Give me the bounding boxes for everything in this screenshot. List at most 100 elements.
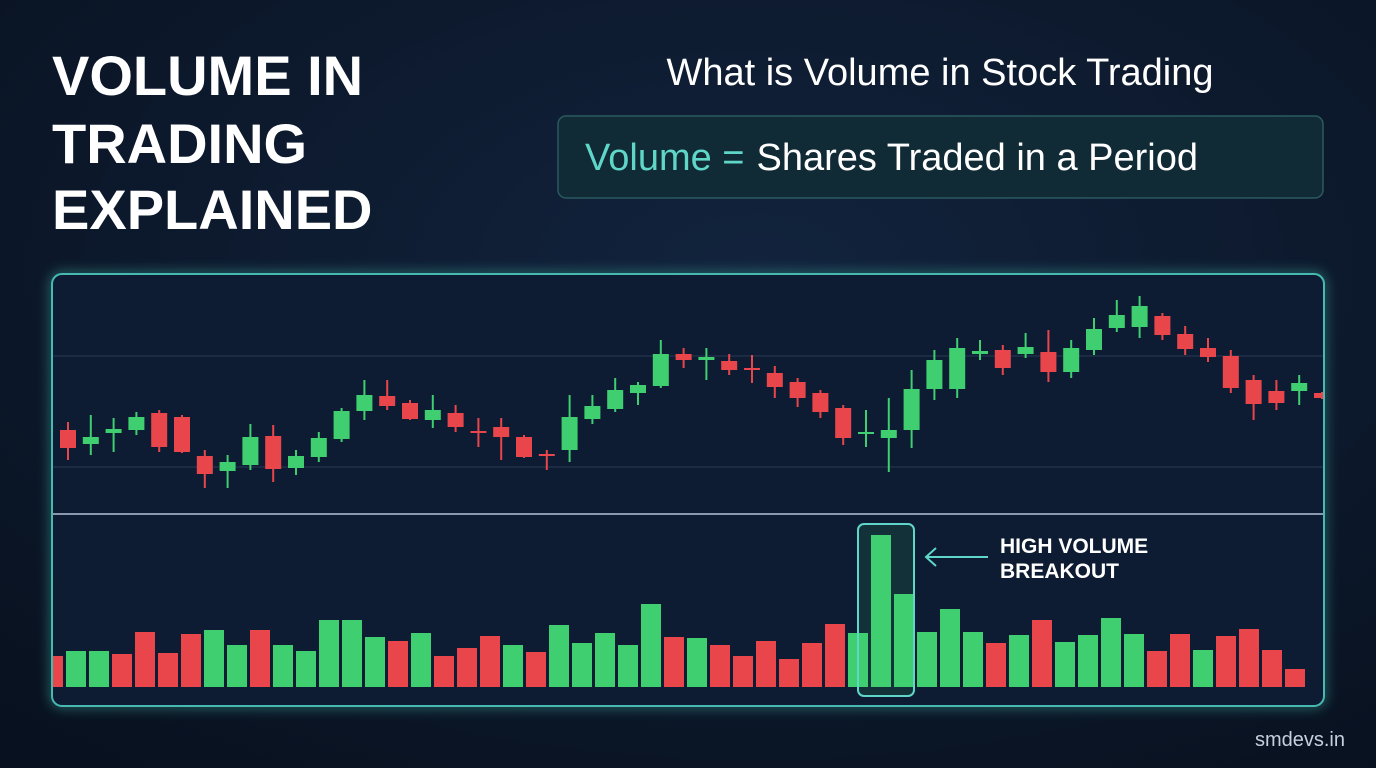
annotation: HIGH VOLUME [1000,535,1148,558]
candle-body [333,411,350,439]
volume-bar [1216,636,1236,687]
candle-body [151,413,168,447]
volume-bar [641,604,661,687]
volume-bar [53,656,63,687]
candle-body [858,432,874,434]
volume-bar [158,653,178,687]
candle-body [516,437,532,457]
volume-bar [204,630,224,687]
volume-bar [227,645,247,687]
volume-bar [388,641,408,687]
candle-body [288,456,304,468]
volume-bar [871,535,891,687]
volume-bar [825,624,845,687]
formula-box [557,115,1324,199]
candle-body [903,389,920,430]
candle-body [310,438,327,457]
candle-body [196,456,213,474]
candle-body [561,417,578,450]
candle-body [1086,329,1102,350]
subtitle: What is Volume in Stock Trading [666,52,1213,94]
volume-bar [1170,634,1190,687]
volume-bar [1101,618,1121,687]
volume-bar [365,637,385,687]
volume-bar [273,645,293,687]
formula: Volume = Shares Traded in a Period [585,137,1198,179]
volume-bar [710,645,730,687]
candle-body [424,410,441,420]
volume-bar [480,636,500,687]
candle-body [493,427,510,437]
volume-bar [733,656,753,687]
title: VOLUME IN TRADING EXPLAINED [52,44,373,241]
candle-body [698,357,715,360]
candle-body [630,385,646,393]
arrow-head [924,547,937,567]
annotation: BREAKOUT [1000,560,1119,583]
candle-body [607,390,624,409]
candle-body [652,354,669,386]
formula-definition: Shares Traded in a Period [757,137,1199,179]
formula-term: Volume = [585,137,745,179]
volume-bar [1193,650,1213,687]
candle-body [1040,352,1057,372]
candle-body [1291,383,1308,391]
candle-body [105,429,122,433]
volume-bar [89,651,109,687]
title-line: TRADING [52,112,307,175]
candle-body [1200,348,1216,357]
volume-bar [894,594,914,687]
candle-body [812,393,829,412]
candle-body [128,417,145,430]
candle-body [447,413,464,427]
volume-bar [940,609,960,687]
volume-bar [1239,629,1259,687]
candle-body [926,360,943,389]
candle-body [721,361,738,370]
plot [53,296,1323,687]
volume-bar [572,643,592,687]
candle-body [1314,393,1323,398]
candle-body [1154,316,1171,335]
volume-bar [1078,635,1098,687]
title-line: VOLUME IN [52,44,363,107]
volume-bar [779,659,799,687]
candle-body [1131,306,1148,327]
candle-body [789,382,806,398]
volume-bar [1055,642,1075,687]
volume-bar [66,651,86,687]
volume-bar [181,634,201,687]
candle-body [584,406,601,419]
candle-body [1245,380,1262,404]
volume-bar [1032,620,1052,687]
volume-bar [802,643,822,687]
volume-bar [135,632,155,687]
candle-body [174,417,190,452]
volume-bar [434,656,454,687]
candle-body [402,403,418,419]
volume-bar [1262,650,1282,687]
volume-bar [664,637,684,687]
candle-body [1222,356,1239,388]
volume-bar [411,633,431,687]
candle-body [356,395,373,411]
candle-body [1268,391,1285,403]
candle-body [766,373,783,387]
footer: smdevs.in [1255,729,1345,751]
volume-bar [457,648,477,687]
candle-body [949,348,966,389]
volume-bar [986,643,1006,687]
candle-body [60,430,76,448]
volume-bar [503,645,523,687]
volume-bar [595,633,615,687]
volume-bar [549,625,569,687]
candle-body [675,354,692,360]
volume-bar [618,645,638,687]
title-line: EXPLAINED [52,178,373,241]
volume-bar [250,630,270,687]
candle-body [1063,348,1080,372]
candle-body [880,430,897,438]
volume-bar [319,620,339,687]
volume-bar [1124,634,1144,687]
